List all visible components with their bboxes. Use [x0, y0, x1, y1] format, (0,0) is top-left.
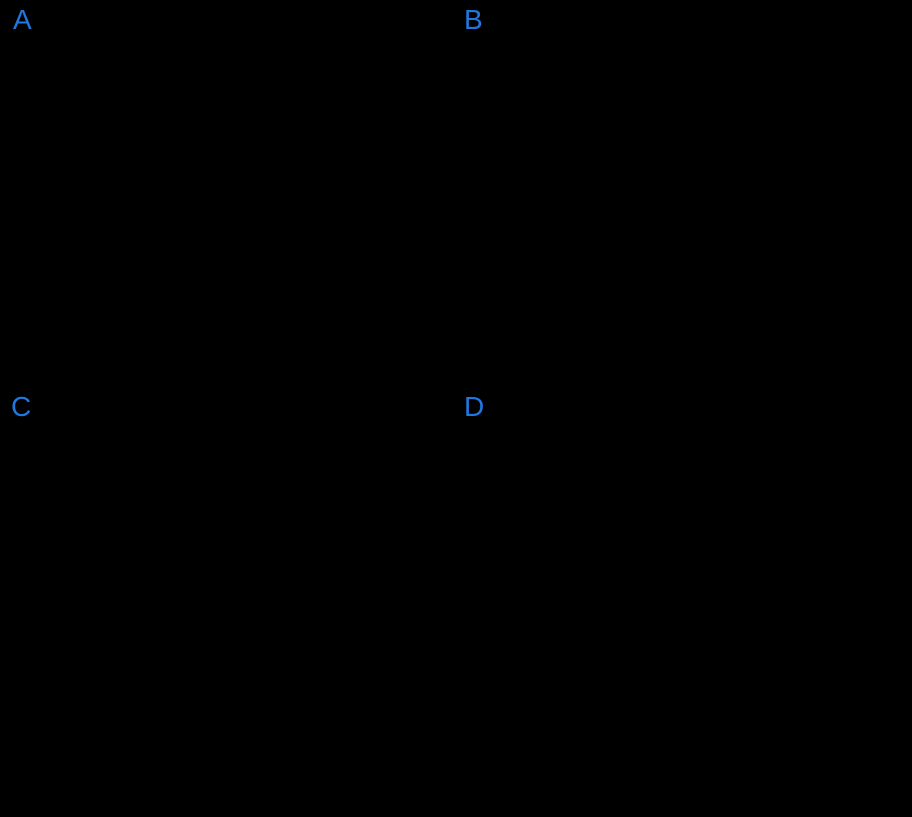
panel-label-a: A [13, 6, 32, 34]
figure-panel-grid: A B C D [0, 0, 912, 817]
panel-label-c: C [11, 393, 31, 421]
panel-label-b: B [464, 6, 483, 34]
panel-label-d: D [464, 393, 484, 421]
